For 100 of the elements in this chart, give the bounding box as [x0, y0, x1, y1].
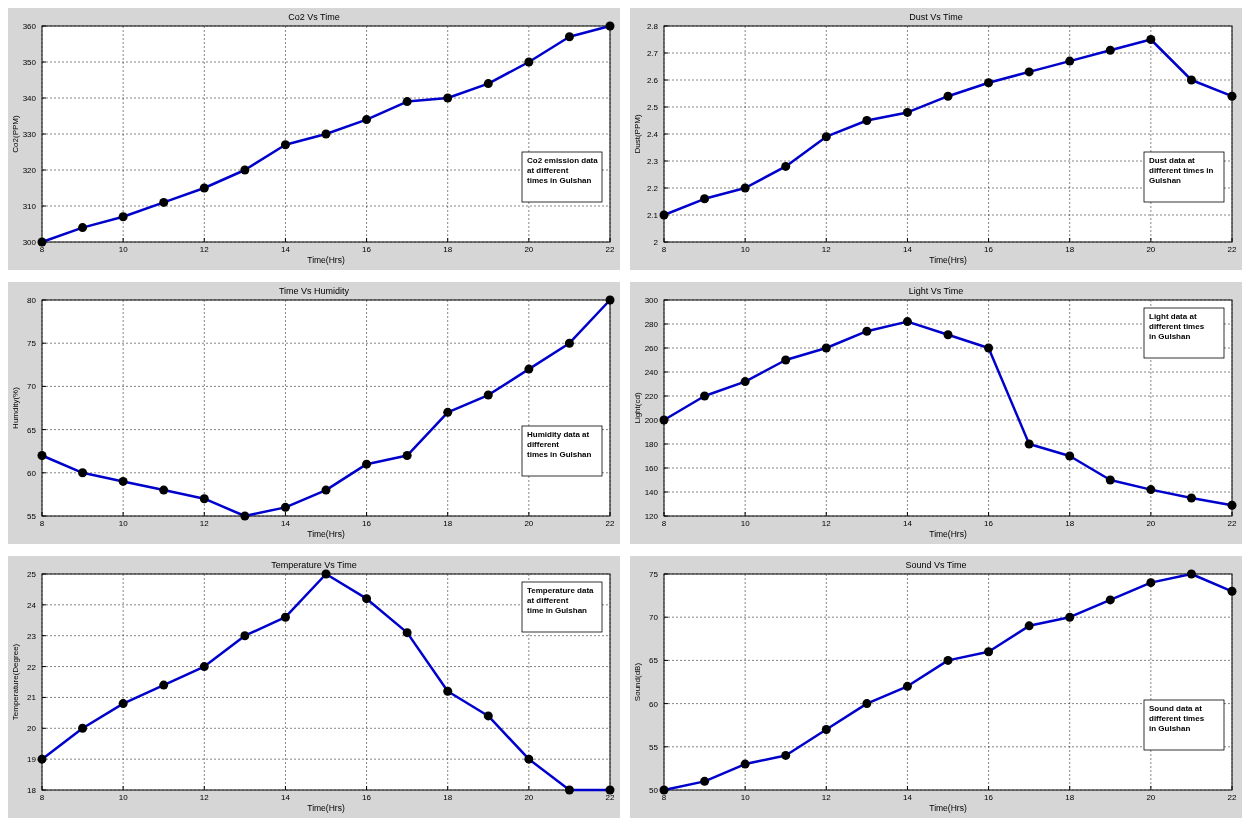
x-tick-label: 18: [443, 245, 453, 254]
y-tick-label: 180: [644, 440, 659, 449]
x-tick-label: 12: [821, 519, 832, 528]
x-tick-label: 12: [199, 245, 210, 254]
x-tick-label: 20: [524, 793, 534, 802]
x-axis-title: Time(Hrs): [307, 529, 345, 539]
y-tick-label: 2: [653, 238, 659, 247]
y-tick-label: 20: [27, 724, 37, 734]
y-tick-label: 2.3: [646, 157, 659, 166]
y-tick-label: 21: [27, 693, 37, 703]
x-tick-label: 8: [39, 793, 45, 802]
x-tick-label: 18: [1065, 793, 1075, 802]
chart-title: Co2 Vs Time: [288, 12, 340, 22]
y-tick-label: 60: [27, 468, 37, 478]
x-tick-label: 20: [1146, 793, 1156, 802]
x-tick-label: 8: [39, 519, 45, 528]
x-axis-title: Time(Hrs): [929, 803, 967, 813]
y-axis-title: Co2(PPM): [11, 115, 20, 153]
x-tick-label: 22: [1227, 245, 1237, 254]
y-tick-label: 75: [649, 570, 659, 579]
y-axis-title: Humdity(%): [11, 386, 20, 429]
y-tick-label: 160: [644, 464, 659, 473]
x-tick-label: 8: [39, 245, 45, 254]
y-tick-label: 350: [22, 58, 37, 67]
note-box: Temperature data at different time in Gulshan: [521, 581, 603, 633]
x-tick-label: 12: [199, 793, 210, 802]
y-tick-label: 2.5: [646, 103, 659, 112]
x-tick-label: 16: [984, 519, 994, 528]
y-tick-label: 2.2: [646, 184, 659, 193]
x-tick-label: 14: [280, 519, 291, 528]
y-tick-label: 65: [27, 425, 37, 435]
x-tick-label: 20: [524, 519, 534, 528]
y-tick-label: 2.8: [646, 22, 659, 31]
x-tick-label: 8: [661, 519, 667, 528]
x-tick-label: 10: [740, 519, 751, 528]
x-tick-label: 12: [199, 519, 210, 528]
x-tick-label: 20: [1146, 245, 1156, 254]
x-tick-label: 22: [1227, 519, 1237, 528]
annotation: Sound data at different times in Gulshan: [1149, 704, 1205, 733]
x-tick-label: 20: [524, 245, 534, 254]
y-tick-label: 70: [27, 382, 37, 392]
x-tick-label: 10: [740, 245, 751, 254]
x-tick-label: 14: [902, 245, 913, 254]
y-tick-label: 50: [649, 786, 659, 795]
y-tick-label: 19: [27, 755, 37, 765]
y-tick-label: 120: [644, 512, 659, 521]
chart-title: Time Vs Humidity: [278, 286, 350, 296]
y-tick-label: 240: [644, 368, 659, 377]
y-tick-label: 2.7: [646, 49, 659, 58]
x-tick-label: 10: [118, 793, 129, 802]
chart-title: Sound Vs Time: [905, 560, 967, 570]
x-axis-title: Time(Hrs): [307, 255, 345, 265]
annotation: Temperature data at different time in Gulshan: [527, 586, 595, 615]
x-axis-title: Time(Hrs): [307, 803, 345, 813]
y-tick-label: 70: [649, 613, 659, 623]
y-tick-label: 80: [27, 296, 37, 305]
y-axis-title: Sound(dB): [633, 662, 642, 702]
y-tick-label: 310: [22, 202, 37, 211]
x-tick-label: 10: [118, 519, 129, 528]
x-tick-label: 10: [740, 793, 751, 802]
chart-title: Temperature Vs Time: [271, 560, 357, 570]
y-tick-label: 2.4: [646, 130, 659, 139]
y-tick-label: 18: [27, 786, 37, 795]
y-tick-label: 55: [27, 512, 37, 521]
x-tick-label: 18: [443, 519, 453, 528]
x-tick-label: 22: [605, 245, 615, 254]
y-tick-label: 360: [22, 22, 37, 31]
x-tick-label: 18: [1065, 245, 1075, 254]
x-tick-label: 18: [443, 793, 453, 802]
y-tick-label: 25: [27, 570, 37, 579]
x-tick-label: 12: [821, 245, 832, 254]
x-tick-label: 22: [1227, 793, 1237, 802]
y-tick-label: 75: [27, 339, 37, 349]
annotation: Dust data at different times in Gulshan: [1149, 156, 1214, 185]
note-box: Humidity data at different times in Gulshan: [521, 425, 603, 477]
y-tick-label: 22: [27, 662, 37, 672]
note-box: Light data at different times in Gulshan: [1143, 307, 1225, 359]
y-tick-label: 300: [644, 296, 659, 305]
y-tick-label: 60: [649, 699, 659, 709]
y-axis-title: Light(cd): [633, 392, 642, 424]
x-tick-label: 16: [984, 245, 994, 254]
y-tick-label: 65: [649, 656, 659, 666]
x-axis-title: Time(Hrs): [929, 255, 967, 265]
x-tick-label: 18: [1065, 519, 1075, 528]
x-tick-label: 16: [984, 793, 994, 802]
note-box: Dust data at different times in Gulshan: [1143, 151, 1225, 203]
y-tick-label: 2.6: [646, 76, 659, 85]
annotation: Co2 emission data at different times in Gulshan: [527, 156, 599, 185]
note-box: Sound data at different times in Gulshan: [1143, 699, 1225, 751]
y-axis-title: Temperature(Degree): [11, 643, 20, 721]
y-tick-label: 23: [27, 631, 37, 641]
x-tick-label: 22: [605, 519, 615, 528]
x-tick-label: 12: [821, 793, 832, 802]
y-tick-label: 55: [649, 742, 659, 752]
x-tick-label: 14: [280, 245, 291, 254]
x-axis-title: Time(Hrs): [929, 529, 967, 539]
y-tick-label: 320: [22, 166, 37, 175]
note-box: Co2 emission data at different times in Gulshan: [521, 151, 603, 203]
y-tick-label: 24: [27, 600, 37, 610]
x-tick-label: 8: [661, 245, 667, 254]
